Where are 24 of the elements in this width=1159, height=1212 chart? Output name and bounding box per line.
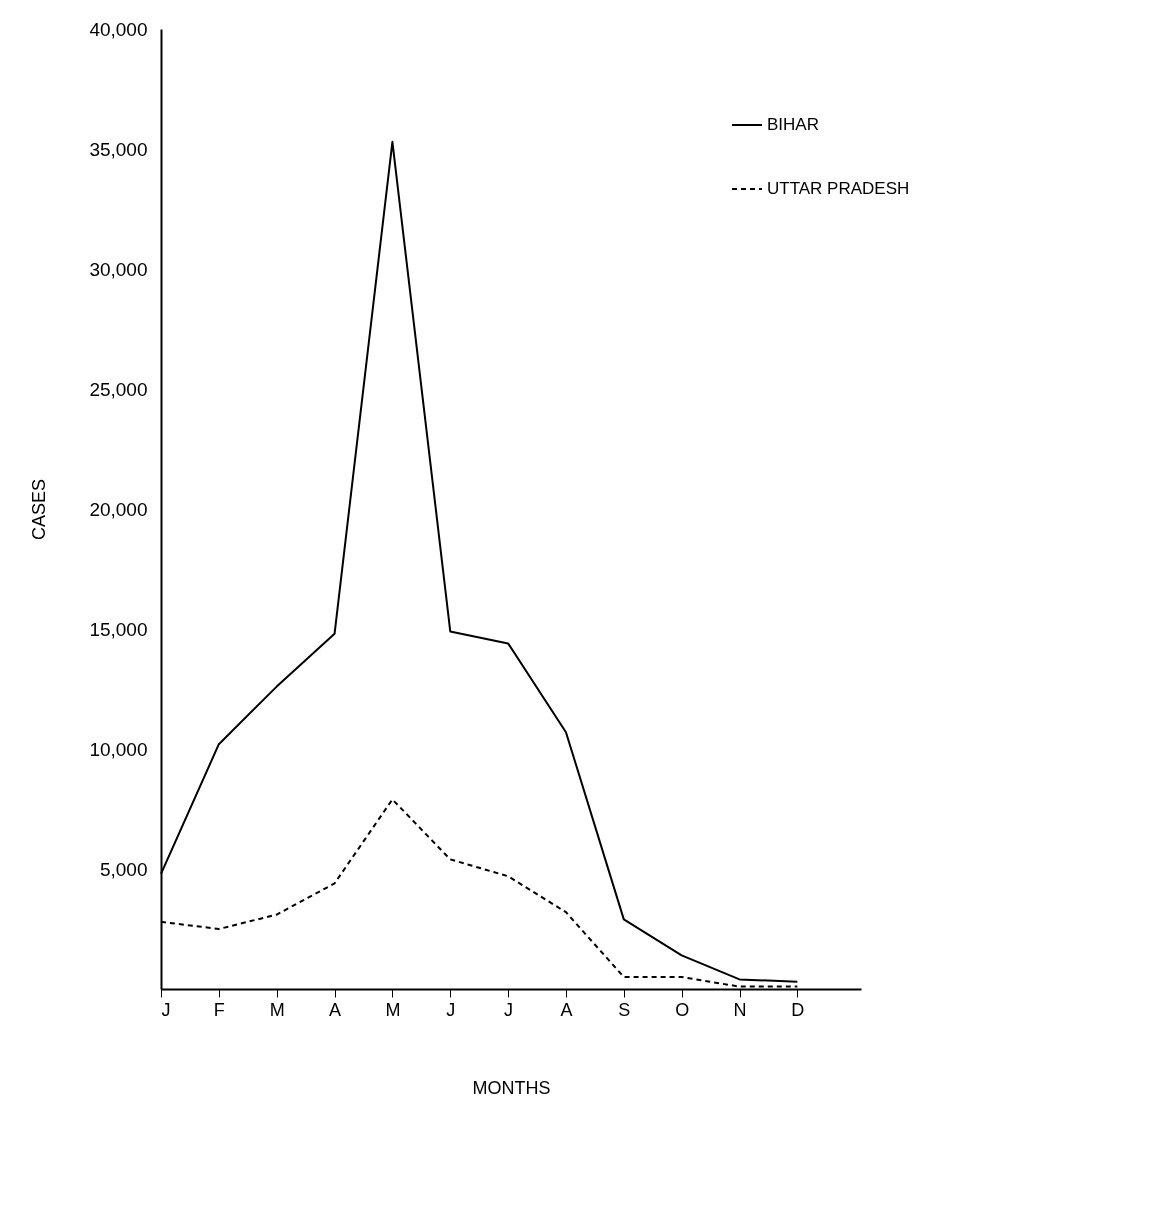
- y-tick-label: 20,000: [89, 498, 148, 520]
- x-tick-label: J: [161, 999, 171, 1020]
- y-tick-label: 10,000: [89, 738, 148, 760]
- y-tick-label: 35,000: [89, 138, 148, 160]
- legend-label: UTTAR PRADESH: [767, 179, 910, 198]
- x-tick-label: F: [213, 999, 225, 1020]
- x-tick-label: J: [446, 999, 456, 1020]
- legend-label: BIHAR: [767, 115, 819, 134]
- y-tick-label: 5,000: [99, 858, 148, 880]
- y-tick-label: 25,000: [89, 378, 148, 400]
- x-tick-label: A: [560, 999, 573, 1020]
- x-tick-label: N: [733, 999, 747, 1020]
- x-tick-label: A: [329, 999, 342, 1020]
- y-tick-label: 15,000: [89, 618, 148, 640]
- x-tick-label: J: [504, 999, 514, 1020]
- y-tick-label: 30,000: [89, 258, 148, 280]
- x-tick-label: O: [675, 999, 690, 1020]
- x-axis-title: MONTHS: [472, 1077, 551, 1098]
- x-tick-label: M: [269, 999, 285, 1020]
- x-tick-label: D: [791, 999, 805, 1020]
- y-axis-title: CASES: [29, 478, 50, 541]
- y-tick-label: 40,000: [89, 18, 148, 40]
- x-tick-label: S: [618, 999, 631, 1020]
- x-tick-label: M: [385, 999, 401, 1020]
